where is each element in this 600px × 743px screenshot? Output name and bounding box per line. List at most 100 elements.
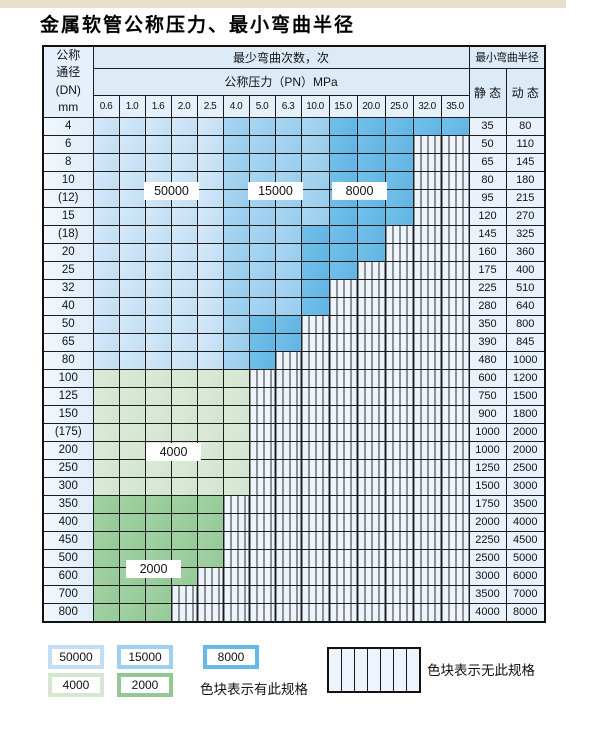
spec-cell	[274, 314, 302, 334]
spec-cell	[92, 566, 120, 586]
dn-row-label: 150	[42, 404, 94, 424]
no-spec-cell	[248, 566, 276, 586]
spec-cell	[170, 404, 198, 424]
static-value: 95	[468, 188, 507, 208]
spec-cell	[92, 350, 120, 370]
table-row: (175) 1000 2000	[42, 422, 546, 442]
no-spec-cell	[274, 566, 302, 586]
no-spec-cell	[384, 512, 414, 532]
dn-row-label: 40	[42, 296, 94, 316]
spec-cell	[300, 296, 330, 316]
cycle-count-label: 8000	[332, 182, 387, 200]
dn-row-label: 700	[42, 584, 94, 604]
spec-cell	[248, 134, 276, 154]
spec-cell	[144, 224, 172, 244]
spec-cell	[92, 152, 120, 172]
no-spec-cell	[328, 278, 358, 298]
spec-cell	[300, 206, 330, 226]
no-spec-cell	[300, 548, 330, 568]
no-spec-cell	[356, 296, 386, 316]
spec-cell	[118, 116, 146, 136]
no-spec-cell	[356, 566, 386, 586]
legend-swatch-label: 15000	[121, 649, 169, 665]
spec-cell	[356, 206, 386, 226]
spec-cell	[144, 296, 172, 316]
spec-cell	[92, 224, 120, 244]
spec-cell	[118, 512, 146, 532]
spec-cell	[356, 152, 386, 172]
spec-cell	[92, 134, 120, 154]
no-spec-cell	[440, 242, 470, 262]
spec-cell	[118, 458, 146, 478]
spec-cell	[274, 296, 302, 316]
legend-swatch-label: 4000	[52, 677, 100, 693]
dn-header-line: (DN)	[55, 82, 81, 97]
spec-cell	[196, 368, 224, 388]
dn-row-label: 500	[42, 548, 94, 568]
no-spec-cell	[274, 548, 302, 568]
spec-cell	[92, 278, 120, 298]
no-spec-cell	[328, 296, 358, 316]
spec-cell	[144, 584, 172, 604]
no-spec-cell	[384, 476, 414, 496]
no-spec-cell	[328, 440, 358, 460]
cycles-header: 最少弯曲次数，次	[92, 45, 470, 69]
no-spec-cell	[300, 602, 330, 623]
spec-cell	[222, 332, 250, 352]
spec-cell	[222, 206, 250, 226]
legend-no-spec-text: 色块表示无此规格	[427, 663, 535, 678]
spec-cell	[144, 458, 172, 478]
spec-cell	[196, 188, 224, 208]
spec-cell	[92, 476, 120, 496]
no-spec-cell	[300, 512, 330, 532]
no-spec-cell	[248, 458, 276, 478]
spec-cell	[440, 116, 470, 136]
no-spec-cell	[248, 512, 276, 532]
no-spec-cell	[222, 512, 250, 532]
no-spec-cell	[356, 476, 386, 496]
dn-row-label: 300	[42, 476, 94, 496]
no-spec-cell	[274, 530, 302, 550]
spec-cell	[222, 134, 250, 154]
page-title: 金属软管公称压力、最小弯曲半径	[40, 14, 356, 36]
spec-cell	[196, 332, 224, 352]
spec-cell	[248, 296, 276, 316]
spec-cell	[144, 332, 172, 352]
spec-cell	[328, 260, 358, 280]
static-value: 2500	[468, 548, 507, 568]
no-spec-cell	[170, 584, 198, 604]
no-spec-cell	[440, 386, 470, 406]
spec-cell	[196, 152, 224, 172]
no-spec-cell	[222, 566, 250, 586]
spec-cell	[118, 350, 146, 370]
static-value: 175	[468, 260, 507, 280]
static-value: 280	[468, 296, 507, 316]
static-value: 4000	[468, 602, 507, 623]
spec-cell	[196, 260, 224, 280]
dn-row-label: 4	[42, 116, 94, 136]
dn-row-label: 80	[42, 350, 94, 370]
dn-row-label: 10	[42, 170, 94, 190]
dn-row-label: 8	[42, 152, 94, 172]
spec-cell	[170, 260, 198, 280]
no-spec-cell	[248, 494, 276, 514]
dynamic-value: 4500	[505, 530, 546, 550]
spec-cell	[196, 170, 224, 190]
spec-cell	[196, 296, 224, 316]
table-row: 350 1750 3500	[42, 494, 546, 514]
no-spec-cell	[196, 602, 224, 623]
spec-cell	[274, 224, 302, 244]
no-spec-cell	[274, 458, 302, 478]
spec-cell	[92, 386, 120, 406]
no-spec-cell	[248, 530, 276, 550]
table-row: 125 750 1500	[42, 386, 546, 406]
spec-cell	[222, 152, 250, 172]
spec-cell	[274, 242, 302, 262]
spec-cell	[384, 134, 414, 154]
no-spec-cell	[412, 386, 442, 406]
spec-cell	[92, 602, 120, 623]
spec-cell	[412, 116, 442, 136]
pressure-col-header: 2.5	[196, 94, 224, 118]
no-spec-cell	[440, 602, 470, 623]
